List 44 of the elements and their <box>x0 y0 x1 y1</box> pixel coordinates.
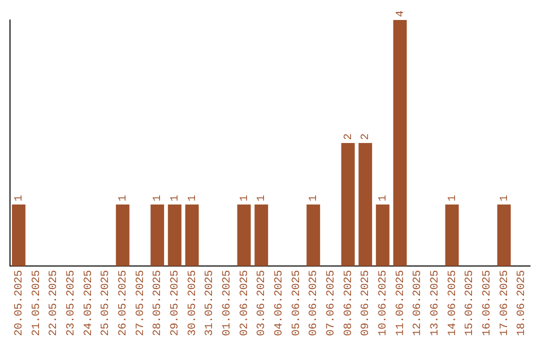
x-tick-label: 25.05.2025 <box>100 270 112 336</box>
x-tick-label: 24.05.2025 <box>82 270 95 336</box>
data-label: 1 <box>308 194 320 202</box>
x-tick-label: 20.05.2025 <box>14 270 26 336</box>
x-tick-label: 12.06.2025 <box>412 270 424 336</box>
x-tick-label: 03.06.2025 <box>256 270 268 336</box>
data-label: 2 <box>342 133 355 140</box>
data-label: 1 <box>170 194 182 202</box>
x-tick-label: 29.05.2025 <box>170 270 182 336</box>
x-tick-label: 01.06.2025 <box>222 270 234 336</box>
x-tick-label: 31.05.2025 <box>204 270 216 336</box>
x-tick-label: 22.05.2025 <box>48 270 60 336</box>
x-tick-label: 26.05.2025 <box>118 270 130 336</box>
x-tick-label: 28.05.2025 <box>152 270 164 336</box>
data-label: 1 <box>152 194 164 202</box>
data-label: 1 <box>498 194 511 202</box>
x-tick-label: 14.06.2025 <box>446 270 459 336</box>
data-label: 2 <box>360 133 372 140</box>
data-label: 1 <box>14 194 26 202</box>
data-label: 1 <box>238 194 251 202</box>
x-tick-label: 21.05.2025 <box>30 270 43 336</box>
data-label: 1 <box>256 194 268 202</box>
x-tick-label: 16.06.2025 <box>482 270 494 336</box>
x-tick-label: 15.06.2025 <box>464 270 476 336</box>
x-tick-label: 09.06.2025 <box>360 270 372 336</box>
x-tick-label: 11.06.2025 <box>394 270 407 336</box>
data-label: 1 <box>186 194 199 202</box>
x-tick-label: 07.06.2025 <box>326 270 338 336</box>
x-tick-label: 04.06.2025 <box>274 270 286 336</box>
x-tick-label: 05.06.2025 <box>290 270 303 336</box>
x-tick-label: 13.06.2025 <box>430 270 442 336</box>
x-tick-label: 10.06.2025 <box>378 270 390 336</box>
data-label: 1 <box>446 194 459 202</box>
data-label: 1 <box>378 194 390 202</box>
x-tick-label: 23.05.2025 <box>66 270 78 336</box>
x-tick-label: 27.05.2025 <box>134 270 147 336</box>
x-tick-label: 06.06.2025 <box>308 270 320 336</box>
x-tick-label: 17.06.2025 <box>498 270 511 336</box>
x-tick-label: 08.06.2025 <box>342 270 355 336</box>
x-tick-label: 18.06.2025 <box>516 270 528 336</box>
x-tick-label: 02.06.2025 <box>238 270 251 336</box>
x-tick-label: 30.05.2025 <box>186 270 199 336</box>
data-label: 1 <box>118 194 130 202</box>
data-label: 4 <box>394 10 407 17</box>
